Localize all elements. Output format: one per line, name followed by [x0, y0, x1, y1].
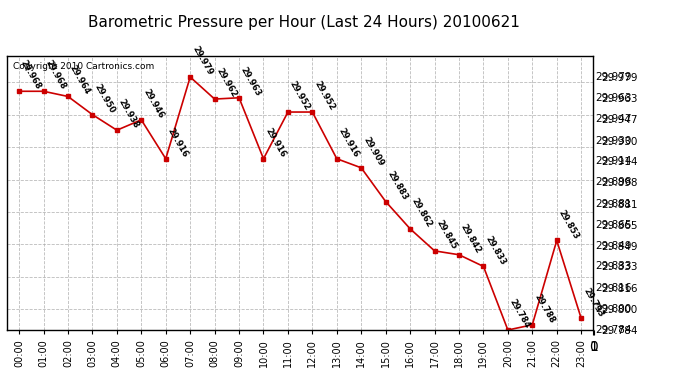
- Text: 29.916: 29.916: [264, 126, 288, 159]
- Text: 29.938: 29.938: [117, 98, 141, 130]
- Text: 29.914: 29.914: [595, 156, 631, 166]
- Text: 29.788: 29.788: [532, 292, 556, 325]
- Text: 29.845: 29.845: [435, 218, 459, 251]
- Text: 29.952: 29.952: [288, 80, 312, 112]
- Text: 29.909: 29.909: [362, 135, 385, 168]
- Text: 29.853: 29.853: [557, 208, 581, 240]
- Text: 29.800: 29.800: [595, 304, 631, 314]
- Text: Barometric Pressure per Hour (Last 24 Hours) 20100621: Barometric Pressure per Hour (Last 24 Ho…: [88, 15, 520, 30]
- Text: 29.898: 29.898: [595, 177, 631, 187]
- Text: 29.979: 29.979: [190, 45, 214, 77]
- Text: 29.862: 29.862: [410, 196, 434, 229]
- Text: 29.963: 29.963: [239, 65, 263, 98]
- Text: 29.784: 29.784: [595, 325, 631, 335]
- Text: 29.952: 29.952: [313, 80, 336, 112]
- Text: 29.947: 29.947: [595, 114, 631, 123]
- Text: 29.916: 29.916: [166, 126, 190, 159]
- Text: 29.793: 29.793: [581, 286, 605, 318]
- Text: 29.963: 29.963: [595, 93, 631, 103]
- Text: 29.833: 29.833: [484, 234, 507, 266]
- Text: 29.849: 29.849: [595, 241, 631, 250]
- Text: 29.784: 29.784: [508, 298, 532, 330]
- Text: 29.833: 29.833: [595, 261, 631, 272]
- Text: 29.979: 29.979: [595, 72, 631, 82]
- Text: 29.950: 29.950: [92, 82, 117, 115]
- Text: 29.964: 29.964: [68, 64, 92, 96]
- Text: 29.916: 29.916: [337, 126, 361, 159]
- Text: 29.962: 29.962: [215, 66, 239, 99]
- Text: 29.930: 29.930: [595, 136, 631, 146]
- Text: 29.816: 29.816: [595, 284, 631, 294]
- Text: 29.883: 29.883: [386, 169, 410, 201]
- Text: 29.865: 29.865: [595, 220, 631, 230]
- Text: 29.881: 29.881: [595, 199, 631, 209]
- Text: 29.946: 29.946: [141, 87, 166, 120]
- Text: 29.842: 29.842: [459, 222, 483, 255]
- Text: 29.968: 29.968: [19, 59, 43, 91]
- Text: Copyright 2010 Cartronics.com: Copyright 2010 Cartronics.com: [13, 62, 154, 71]
- Text: 29.968: 29.968: [43, 59, 68, 91]
